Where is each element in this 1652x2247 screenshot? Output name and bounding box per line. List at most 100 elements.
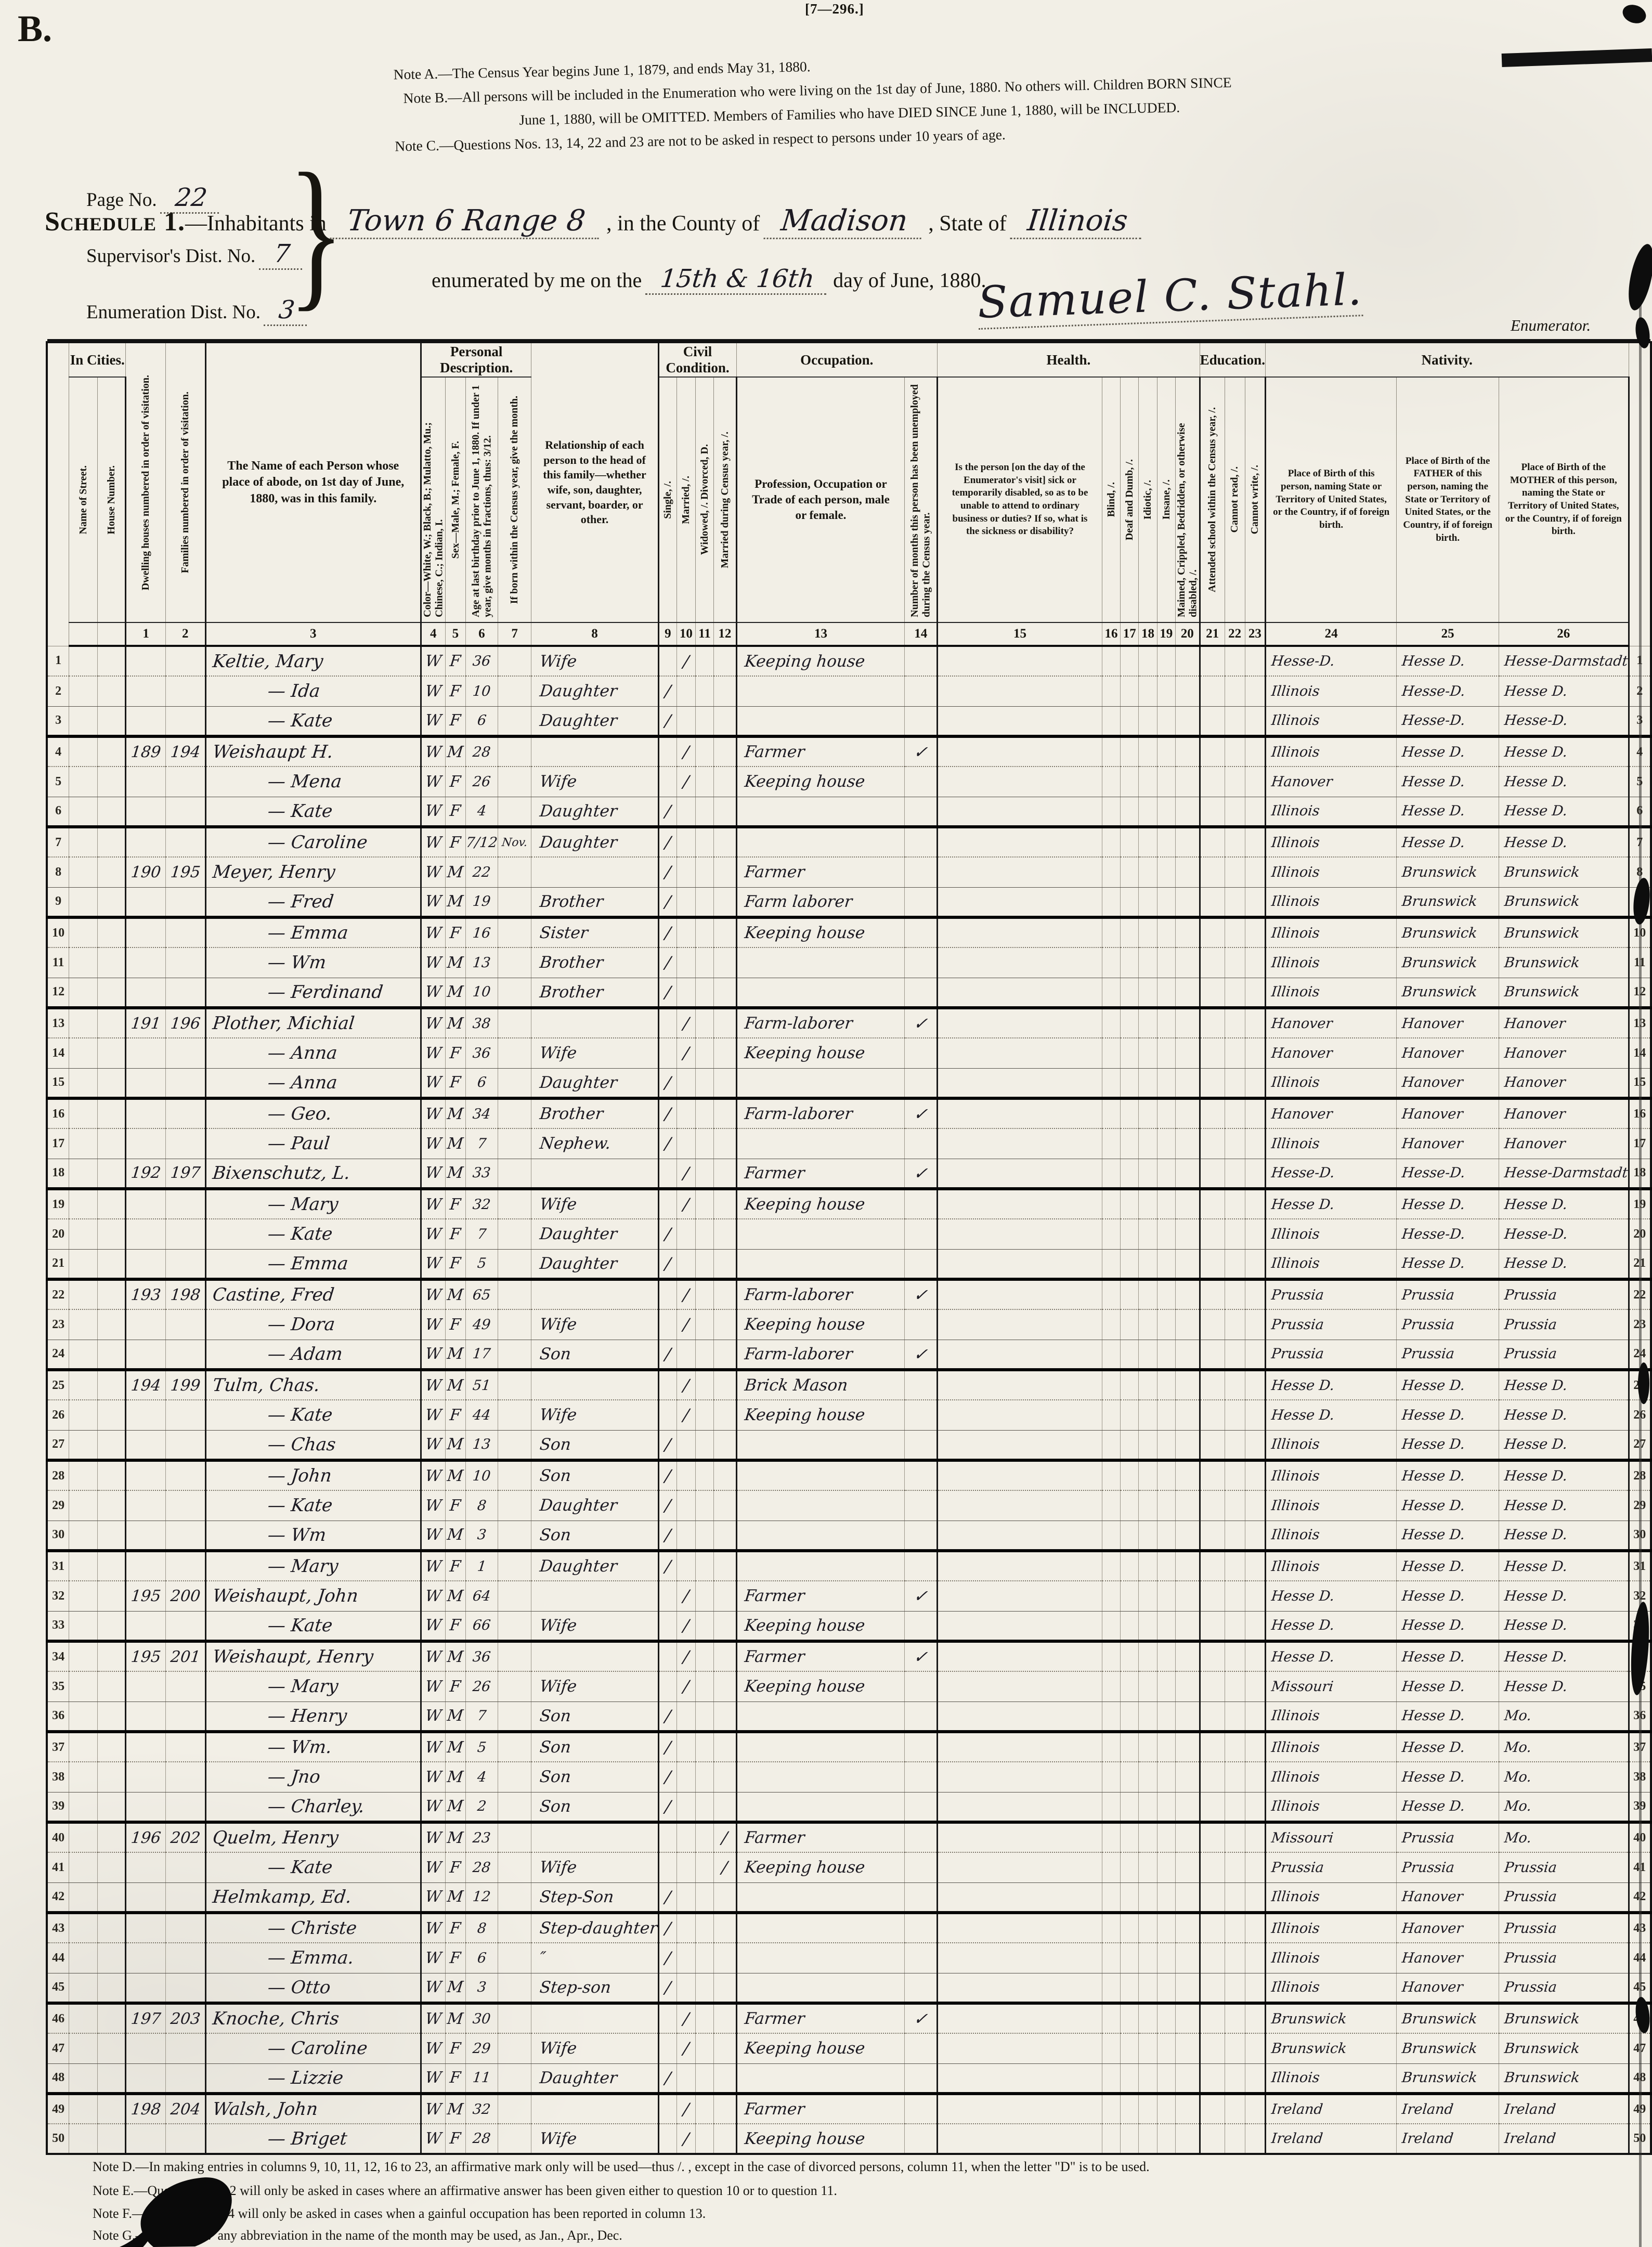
cell-y12 (713, 767, 737, 797)
cell-e23 (1245, 676, 1266, 707)
cell-b18 (1138, 1400, 1157, 1431)
cell-nm: — Otto (205, 1973, 422, 2005)
cell-e22 (1225, 2063, 1245, 2095)
cell-w11 (695, 1279, 714, 1310)
cell-mo (498, 1973, 532, 2005)
cell-y12 (713, 1792, 737, 1824)
cell-mb: Hesse D. (1499, 1370, 1630, 1400)
cell-street (69, 947, 98, 978)
cell-street (69, 1340, 98, 1371)
cell-s: M (445, 1581, 466, 1612)
cell-b20 (1175, 1159, 1201, 1190)
cell-mb: Prussia (1499, 1943, 1630, 1973)
cell-fb: Hesse-D. (1396, 1219, 1500, 1250)
cell-e23 (1245, 2003, 1266, 2034)
column-number-18: 18 (1138, 622, 1157, 647)
cell-house (97, 2124, 127, 2154)
cell-y12 (713, 1490, 737, 1521)
cell-oc: Brick Mason (736, 1370, 905, 1400)
cell-rl: ″ (531, 1943, 659, 1973)
cell-house (97, 1641, 127, 1672)
cell-c: W (421, 1340, 446, 1371)
cell-e23 (1245, 1430, 1266, 1462)
column-number-10: 10 (677, 622, 696, 647)
cell-e23 (1245, 1309, 1266, 1340)
cell-fm (165, 887, 206, 919)
cell-bp: Illinois (1265, 887, 1397, 919)
table-row: 29— Kate W F 8 Daughter / Illinois Hesse D. Hess… (47, 1490, 1651, 1521)
cell-fb: Brunswick (1396, 978, 1500, 1009)
cell-s9: / (658, 1098, 678, 1129)
cell-c: W (421, 1189, 446, 1219)
cell-m10 (677, 1128, 696, 1159)
cell-w11 (695, 1128, 714, 1159)
cell-u14 (904, 1430, 939, 1462)
cell-fb: Brunswick (1396, 2063, 1500, 2095)
cell-dw: 198 (125, 2094, 166, 2124)
cell-u14 (904, 1913, 939, 1943)
cell-oc: Keeping house (736, 2033, 905, 2064)
cell-dw (125, 917, 166, 948)
cell-b20 (1175, 1913, 1201, 1943)
cell-c: W (421, 767, 446, 797)
cell-y12 (713, 1189, 737, 1219)
cell-e21 (1200, 1671, 1225, 1702)
cell-house (97, 857, 127, 888)
cell-m10 (677, 1732, 696, 1762)
column-number-5: 5 (445, 622, 466, 647)
cell-b19 (1157, 2063, 1176, 2095)
cell-e22 (1225, 2033, 1245, 2064)
cell-u14 (904, 2124, 939, 2154)
cell-ln: 48 (47, 2063, 70, 2095)
cell-sick (937, 1671, 1102, 1702)
binding-tear-7 (1620, 2, 1649, 27)
cell-e23 (1245, 1460, 1266, 1491)
cell-nm: — Wm (205, 947, 422, 978)
cell-w11 (695, 2063, 714, 2095)
cell-y12 (713, 797, 737, 828)
cell-u14: ✓ (904, 1098, 939, 1129)
column-number-24: 24 (1265, 622, 1397, 647)
cell-a: 10 (465, 1460, 498, 1491)
cell-mo (498, 1641, 532, 1672)
cell-c: W (421, 646, 446, 677)
cell-e21 (1200, 1702, 1225, 1733)
cell-dw (125, 1852, 166, 1883)
table-row: 1 Keltie, Mary W F 36 Wife / Keeping house Hesse… (47, 646, 1651, 677)
cell-c: W (421, 1581, 446, 1612)
cell-m10: / (677, 1400, 696, 1431)
cell-b19 (1157, 1762, 1176, 1793)
cell-mo (498, 2033, 532, 2064)
column-number-1: 1 (125, 622, 166, 647)
cell-b17 (1120, 887, 1139, 919)
cell-e21 (1200, 1309, 1225, 1340)
cell-oc: Keeping house (736, 917, 905, 948)
cell-mb: Hesse-Darmstadt (1499, 646, 1630, 677)
cell-b17 (1120, 1490, 1139, 1521)
cell-c: W (421, 917, 446, 948)
cell-b17 (1120, 1973, 1139, 2005)
cell-sick (937, 1068, 1102, 1100)
cell-fm (165, 1430, 206, 1462)
cell-house (97, 947, 127, 978)
cell-b19 (1157, 1400, 1176, 1431)
cell-y12: / (713, 1822, 737, 1853)
cell-bp: Illinois (1265, 1068, 1397, 1100)
cell-s9 (658, 2033, 678, 2064)
cell-ln: 18 (47, 1159, 70, 1190)
cell-a: 7/12 (465, 827, 498, 858)
table-row: 21— Emma W F 5 Daughter / Illinois Hesse D. Hess… (47, 1249, 1651, 1281)
cell-mo (498, 1490, 532, 1521)
cell-mb: Hesse D. (1499, 1460, 1630, 1491)
cell-ln: 7 (47, 827, 70, 858)
cell-w11 (695, 1038, 714, 1069)
col10-header: Married, /. (677, 377, 696, 623)
cell-u14: ✓ (904, 1340, 939, 1371)
cell-c: W (421, 1159, 446, 1190)
cell-nm: Keltie, Mary (205, 646, 422, 677)
cell-b19 (1157, 1641, 1176, 1672)
cell-e22 (1225, 2003, 1245, 2034)
cell-ln: 22 (47, 1279, 70, 1310)
cell-rl: Brother (531, 978, 659, 1009)
cell-nm: — Chas (205, 1430, 422, 1462)
